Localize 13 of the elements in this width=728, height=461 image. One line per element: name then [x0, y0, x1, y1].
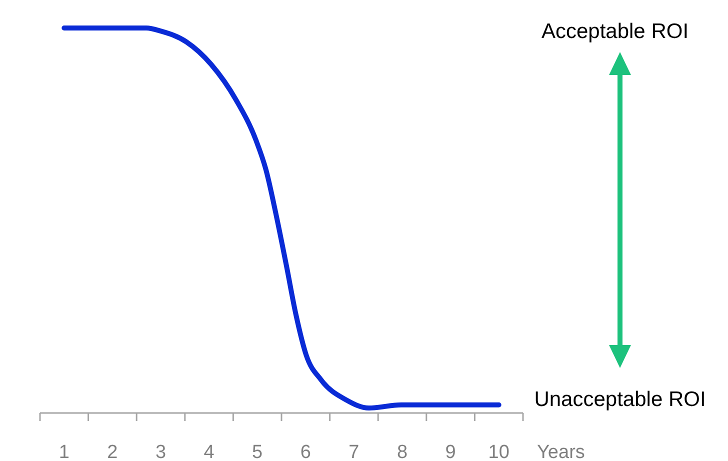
- x-tick-label: 1: [58, 442, 70, 461]
- x-axis-title: Years: [537, 442, 585, 461]
- x-tick-label: 7: [348, 442, 360, 461]
- x-tick-label: 9: [445, 442, 456, 461]
- x-tick-label: 3: [155, 442, 166, 461]
- text: Acceptable ROI: [541, 20, 689, 43]
- x-tick-label: 5: [252, 442, 263, 461]
- x-tick-label: 10: [488, 442, 510, 461]
- x-tick-label: 6: [300, 442, 311, 461]
- x-tick-label: 4: [204, 442, 215, 461]
- x-tick-label: 8: [396, 442, 408, 461]
- text: Unacceptable ROI: [534, 388, 706, 411]
- x-tick-label: 2: [107, 442, 118, 461]
